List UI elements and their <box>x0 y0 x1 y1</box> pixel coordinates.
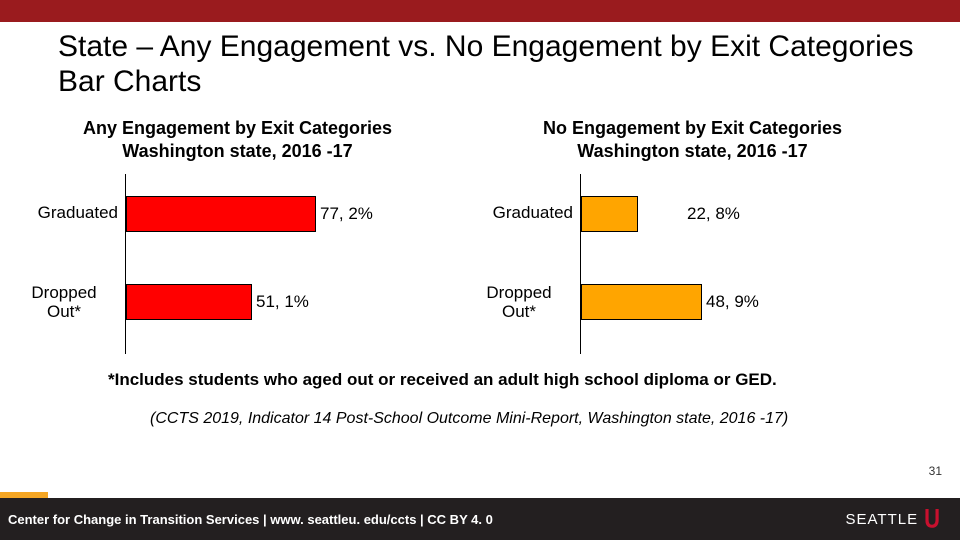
right-val-1: 48, 9% <box>706 292 759 312</box>
right-chart-title-line1: No Engagement by Exit Categories <box>543 118 842 138</box>
left-cat-1: DroppedOut* <box>10 284 118 321</box>
seattleu-logo: SEATTLE U <box>846 506 940 532</box>
right-chart: No Engagement by Exit Categories Washing… <box>465 117 920 364</box>
right-chart-title: No Engagement by Exit Categories Washing… <box>465 117 920 162</box>
right-cat-0: Graduated <box>465 204 573 223</box>
right-cat-1: DroppedOut* <box>465 284 573 321</box>
page-number: 31 <box>929 464 942 478</box>
right-val-0: 22, 8% <box>687 204 740 224</box>
right-bar-1 <box>581 284 702 320</box>
left-val-1: 51, 1% <box>256 292 309 312</box>
logo-mark-icon: U <box>924 503 940 534</box>
left-val-0: 77, 2% <box>320 204 373 224</box>
charts-row: Any Engagement by Exit Categories Washin… <box>0 99 960 364</box>
right-cat-1-text: DroppedOut* <box>465 284 573 321</box>
left-cat-0: Graduated <box>10 204 118 223</box>
right-chart-title-line2: Washington state, 2016 -17 <box>577 141 807 161</box>
left-chart-title-line1: Any Engagement by Exit Categories <box>83 118 392 138</box>
left-bar-0 <box>126 196 316 232</box>
slide-title: State – Any Engagement vs. No Engagement… <box>0 22 960 99</box>
footer-text: Center for Change in Transition Services… <box>8 512 493 527</box>
header-bar <box>0 0 960 22</box>
left-bar-1 <box>126 284 252 320</box>
footer-bar: Center for Change in Transition Services… <box>0 498 960 540</box>
left-chart: Any Engagement by Exit Categories Washin… <box>10 117 465 364</box>
logo-text: SEATTLE <box>846 511 919 528</box>
right-bar-0 <box>581 196 638 232</box>
footnote: *Includes students who aged out or recei… <box>0 370 960 390</box>
citation: (CCTS 2019, Indicator 14 Post-School Out… <box>0 410 960 428</box>
right-chart-body: Graduated 22, 8% DroppedOut* 48, 9% <box>465 174 920 364</box>
left-chart-title: Any Engagement by Exit Categories Washin… <box>10 117 465 162</box>
left-cat-1-text: DroppedOut* <box>10 284 118 321</box>
left-chart-body: Graduated 77, 2% DroppedOut* 51, 1% <box>10 174 465 364</box>
left-chart-title-line2: Washington state, 2016 -17 <box>122 141 352 161</box>
